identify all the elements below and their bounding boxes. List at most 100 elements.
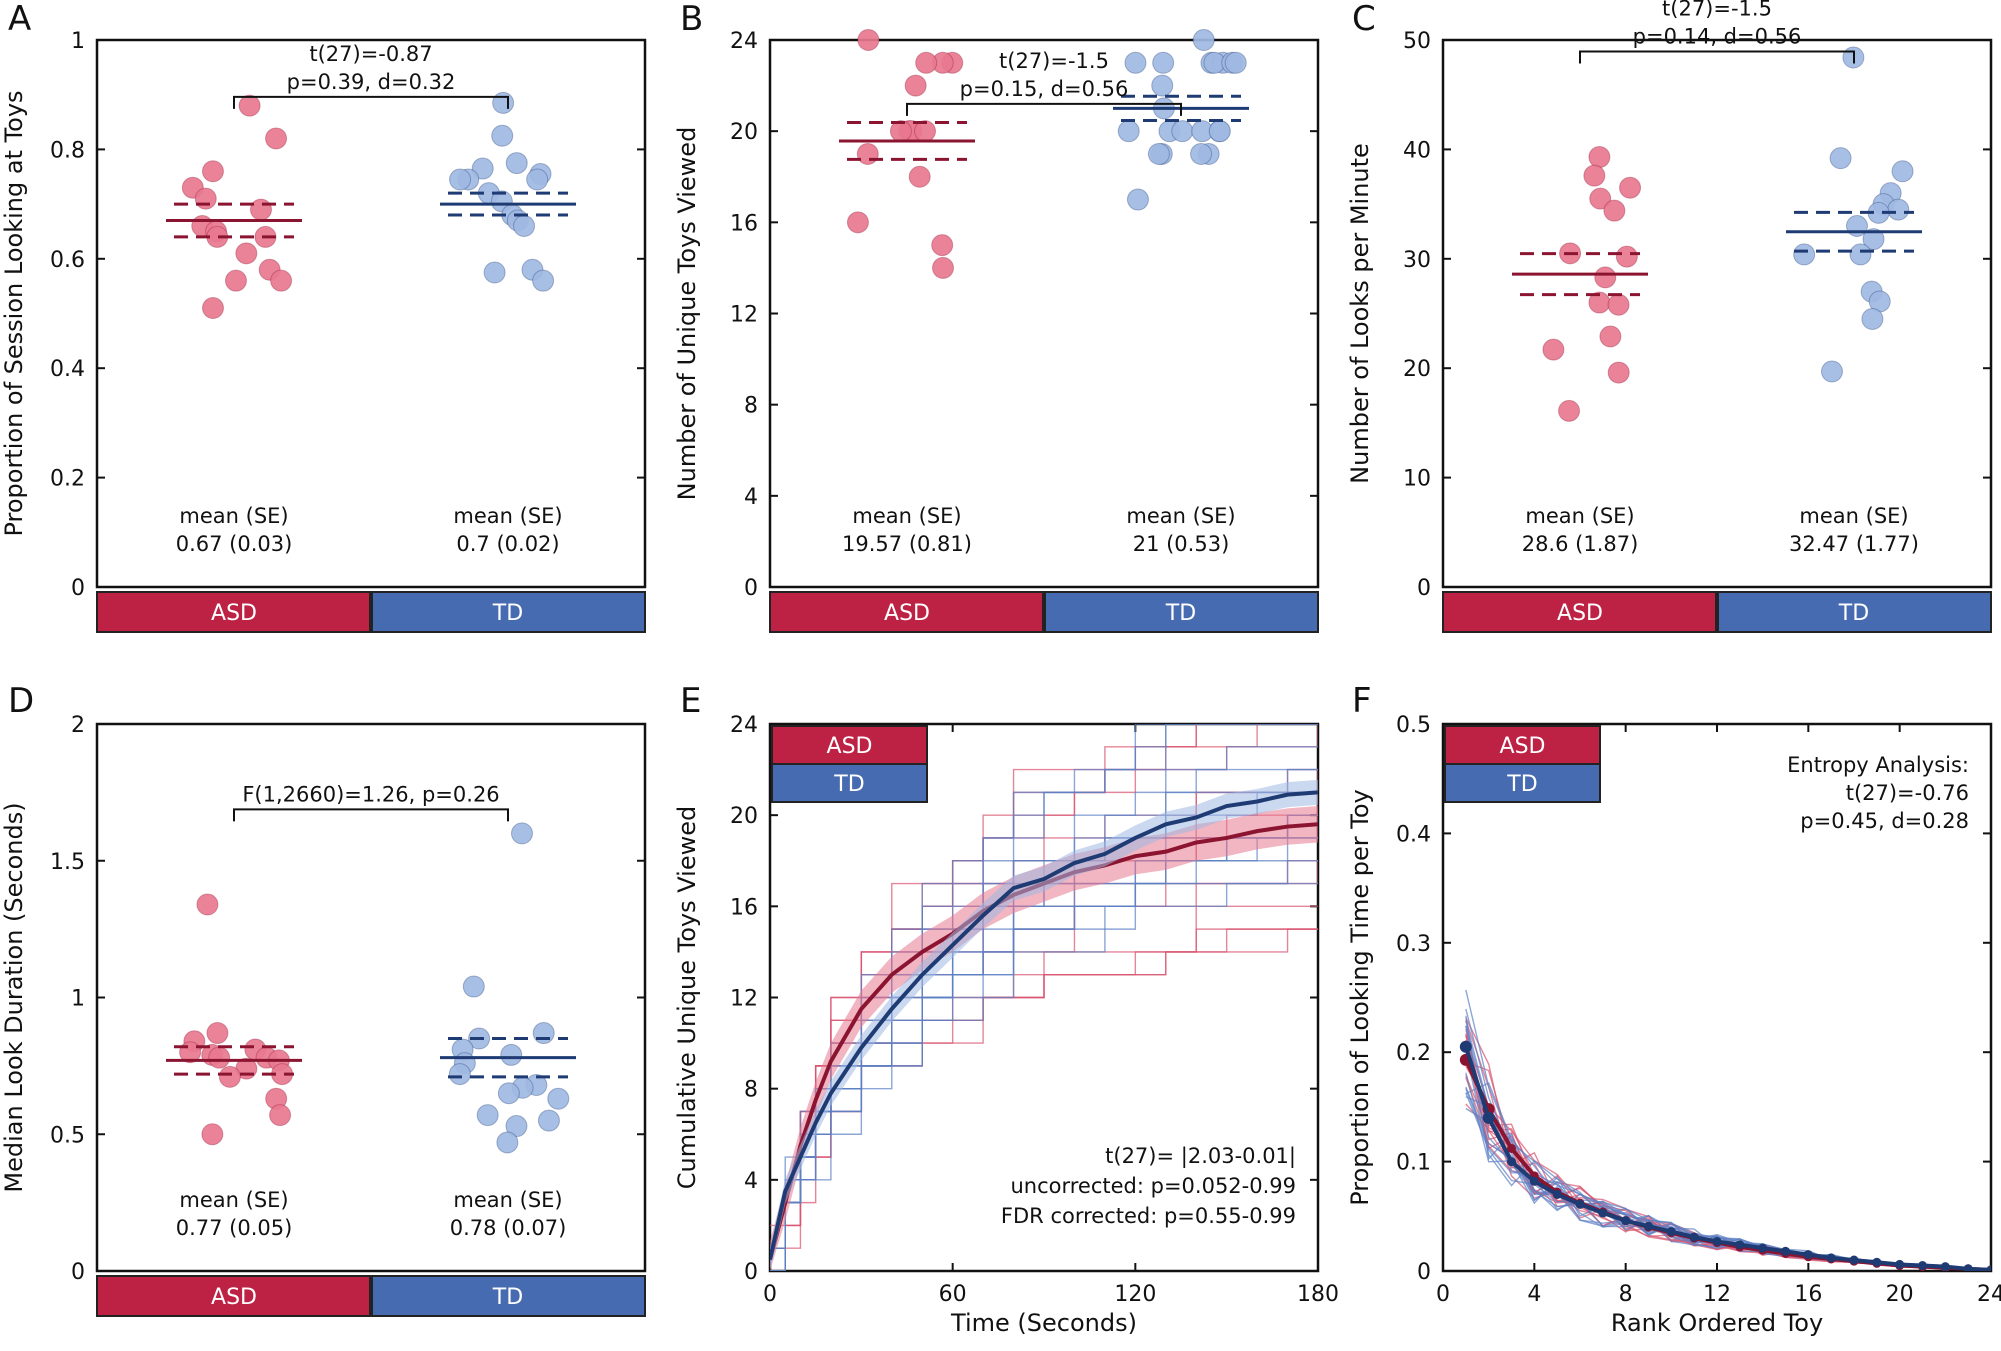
individual-trace-asd	[1465, 1035, 1991, 1271]
y-tick-label: 0.6	[50, 248, 85, 273]
mean-point-td	[1666, 1227, 1676, 1237]
group-label-td: TD	[492, 1285, 523, 1310]
data-point-td	[483, 261, 506, 284]
data-point-td	[526, 168, 549, 191]
data-point-asd	[1603, 199, 1626, 222]
stat-t: t(27)=-1.5	[1662, 0, 1772, 21]
data-point-td	[1862, 228, 1885, 251]
individual-trace-asd	[1465, 1046, 1991, 1271]
data-point-asd	[1589, 187, 1612, 210]
significance-bracket	[1579, 50, 1855, 64]
y-axis-label: Proportion of Session Looking at Toys	[0, 90, 28, 536]
data-point-td	[491, 124, 514, 147]
data-point-td	[1793, 243, 1816, 266]
mean-value-asd: 28.6 (1.87)	[1522, 532, 1639, 556]
x-tick-label: 0	[1436, 1282, 1450, 1307]
data-point-td	[1820, 360, 1843, 383]
data-point-asd	[265, 127, 288, 150]
mean-label: mean (SE)	[453, 504, 562, 528]
data-point-asd	[238, 94, 261, 117]
y-tick-label: 0	[744, 1260, 758, 1285]
x-tick-label: 20	[1886, 1282, 1914, 1307]
mean-point-td	[1872, 1257, 1882, 1267]
mean-value-td: 0.7 (0.02)	[456, 532, 559, 556]
panel-label: F	[1352, 681, 1372, 721]
y-tick-label: 16	[730, 211, 758, 236]
stat-t: t(27)=-0.87	[309, 42, 432, 66]
data-point-td	[532, 269, 555, 292]
individual-trace-td	[1465, 1008, 1991, 1271]
data-point-asd	[269, 1104, 292, 1127]
stat-p: p=0.39, d=0.32	[287, 70, 456, 94]
data-point-asd	[194, 187, 217, 210]
mean-label: mean (SE)	[179, 1188, 288, 1212]
data-point-td	[1829, 147, 1852, 170]
y-tick-label: 0.2	[1396, 1041, 1431, 1066]
legend-label-asd: ASD	[827, 734, 873, 759]
individual-trace-td	[1465, 1051, 1991, 1271]
individual-trace-asd	[1465, 1035, 1991, 1271]
panel-label: D	[8, 681, 34, 721]
data-point-td	[1124, 51, 1147, 74]
data-point-asd	[1607, 361, 1630, 384]
individual-trace-asd	[1465, 1029, 1991, 1271]
mean-point-td	[1621, 1216, 1631, 1226]
mean-point-td	[1482, 1111, 1495, 1124]
mean-point-td	[1552, 1189, 1562, 1199]
group-bar-asd	[96, 591, 371, 633]
data-point-asd	[270, 269, 293, 292]
plot-area	[770, 724, 1318, 1271]
y-tick-label: 24	[730, 713, 758, 738]
data-point-asd	[235, 242, 258, 265]
x-axis-label: Rank Ordered Toy	[1611, 1309, 1823, 1337]
y-tick-label: 0.2	[50, 467, 85, 492]
data-point-td	[1151, 74, 1174, 97]
data-point-td	[537, 1109, 560, 1132]
mean-point-td	[1940, 1262, 1950, 1271]
y-tick-label: 4	[744, 1169, 758, 1194]
y-tick-label: 0.4	[50, 357, 85, 382]
data-point-td	[1861, 307, 1884, 330]
data-point-td	[510, 822, 533, 845]
data-point-asd	[915, 51, 938, 74]
individual-trace-td	[1465, 1025, 1991, 1271]
stat-annotation: uncorrected: p=0.052-0.99	[1010, 1174, 1296, 1198]
y-tick-label: 1.5	[50, 850, 85, 875]
group-bar-td	[1044, 591, 1319, 633]
y-tick-label: 0.5	[50, 1123, 85, 1148]
x-tick-label: 12	[1703, 1282, 1731, 1307]
group-bar-asd	[1442, 591, 1717, 633]
individual-trace-asd	[1465, 1019, 1991, 1271]
significance-bracket	[906, 102, 1182, 116]
legend-label-td: TD	[1506, 772, 1537, 797]
data-point-td	[471, 157, 494, 180]
individual-trace-asd	[1465, 1040, 1991, 1271]
y-axis-label: Proportion of Looking Time per Toy	[1346, 789, 1374, 1206]
data-point-td	[496, 1131, 519, 1154]
legend-label-asd: ASD	[1500, 734, 1546, 759]
y-tick-label: 20	[1403, 357, 1431, 382]
legend-td	[1444, 763, 1601, 803]
mean-point-td	[1758, 1243, 1768, 1253]
data-point-asd	[1594, 266, 1617, 289]
significance-bracket	[233, 808, 509, 822]
mean-point-td	[1826, 1253, 1836, 1263]
stat-t: t(27)=-1.5	[999, 49, 1109, 73]
mean-point-td	[1507, 1157, 1516, 1167]
axes-box	[1441, 38, 1993, 589]
data-point-asd	[218, 1065, 241, 1088]
y-tick-label: 12	[730, 987, 758, 1012]
individual-trace-td	[1465, 1015, 1991, 1271]
mean-point-td	[1712, 1236, 1722, 1246]
mean-point-td	[1689, 1232, 1699, 1242]
individual-trace-td	[1465, 1025, 1991, 1271]
data-point-asd	[932, 256, 955, 279]
data-point-asd	[1558, 399, 1581, 422]
stat-p: p=0.14, d=0.56	[1633, 25, 1802, 49]
mean-point-td	[1986, 1265, 1991, 1271]
stat-annotation: Entropy Analysis:	[1787, 753, 1969, 777]
stat-annotation: p=0.45, d=0.28	[1800, 809, 1969, 833]
y-tick-label: 0	[71, 1260, 85, 1285]
data-point-asd	[1599, 325, 1622, 348]
y-tick-label: 10	[1403, 467, 1431, 492]
